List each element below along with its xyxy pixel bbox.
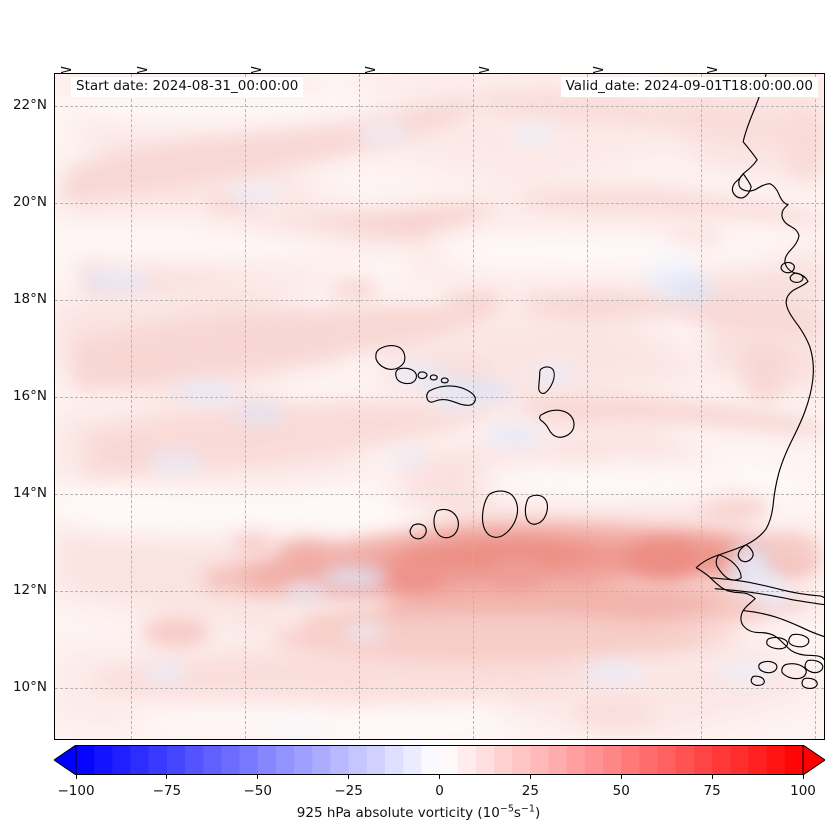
colorbar-tick-2: −50 <box>243 783 273 799</box>
colorbar-tick-3: −25 <box>334 783 363 799</box>
map-axes[interactable]: Start date: 2024-08-31_00:00:00 Valid_da… <box>54 73 825 740</box>
colorbar-bin-21 <box>457 745 477 775</box>
valid-date-label: Valid_date: 2024-09-01T18:00:00.00 <box>560 77 818 97</box>
start-date-label: Start date: 2024-08-31_00:00:00 <box>71 77 304 97</box>
colorbar-bin-30 <box>621 745 641 775</box>
colorbar-outline <box>75 745 804 775</box>
colorbar-bin-9 <box>239 745 259 775</box>
y-tick-label-2: 18°N <box>12 291 47 307</box>
colorbar-tick-1: −75 <box>152 783 182 799</box>
colorbar-tick-6: 50 <box>612 783 630 799</box>
colorbar-tick-8: 100 <box>790 783 816 799</box>
colorbar-bin-3 <box>130 745 150 775</box>
colorbar-extend-max <box>802 745 825 775</box>
colorbar-tick-7: 75 <box>703 783 721 799</box>
colorbar-tick-mark-4 <box>439 775 440 779</box>
colorbar-bin-5 <box>166 745 186 775</box>
y-tick-label-6: 10°N <box>12 679 47 695</box>
colorbar-tick-mark-5 <box>529 775 531 779</box>
colorbar-bin-6 <box>185 745 204 775</box>
colorbar[interactable] <box>54 745 825 775</box>
colorbar-bin-8 <box>221 745 241 775</box>
colorbar-bin-27 <box>566 745 586 775</box>
colorbar-bin-10 <box>257 745 277 775</box>
colorbar-bin-0 <box>76 745 95 775</box>
y-tick-label-0: 22°N <box>12 97 47 113</box>
y-tick-label-4: 14°N <box>12 485 47 501</box>
colorbar-bin-7 <box>203 745 222 775</box>
colorbar-tick-mark-2 <box>257 775 259 779</box>
colorbar-bin-39 <box>784 745 804 775</box>
colorbar-bin-2 <box>112 745 132 775</box>
colorbar-bin-20 <box>439 745 459 775</box>
colorbar-title: 925 hPa absolute vorticity (10−5s−1) <box>0 803 837 821</box>
colorbar-title-main: 925 hPa absolute vorticity (10 <box>296 805 500 821</box>
colorbar-bin-16 <box>366 745 386 775</box>
colorbar-bin-33 <box>675 745 695 775</box>
colorbar-tick-mark-3 <box>348 775 350 779</box>
colorbar-tick-5: 25 <box>521 783 539 799</box>
colorbar-bin-11 <box>275 745 295 775</box>
colorbar-title-close: ) <box>534 805 541 821</box>
colorbar-tick-mark-0 <box>75 775 77 779</box>
colorbar-bin-34 <box>693 745 713 775</box>
colorbar-bin-24 <box>512 745 531 775</box>
colorbar-bin-23 <box>494 745 513 775</box>
colorbar-tick-mark-1 <box>166 775 168 779</box>
colorbar-bin-18 <box>403 745 422 775</box>
colorbar-tick-0: −100 <box>57 783 95 799</box>
colorbar-extend-min <box>54 745 77 775</box>
colorbar-tick-mark-8 <box>802 775 804 779</box>
colorbar-tick-4: 0 <box>435 783 444 799</box>
colorbar-bin-14 <box>330 745 350 775</box>
colorbar-bin-37 <box>748 745 768 775</box>
colorbar-bin-12 <box>294 745 313 775</box>
y-tick-label-5: 12°N <box>12 582 47 598</box>
colorbar-bin-15 <box>348 745 368 775</box>
colorbar-bin-25 <box>530 745 550 775</box>
coastlines <box>55 74 824 739</box>
vorticity-field <box>55 74 824 739</box>
colorbar-title-exp2: −1 <box>520 803 535 815</box>
colorbar-bin-36 <box>730 745 750 775</box>
colorbar-bin-17 <box>384 745 404 775</box>
colorbar-bin-19 <box>421 745 441 775</box>
colorbar-title-exp1: −5 <box>499 803 514 815</box>
colorbar-bin-26 <box>548 745 568 775</box>
y-tick-label-1: 20°N <box>12 194 47 210</box>
colorbar-tick-mark-6 <box>620 775 622 779</box>
colorbar-title-unit: s <box>513 805 521 821</box>
colorbar-bin-32 <box>657 745 677 775</box>
y-tick-label-3: 16°N <box>12 388 47 404</box>
colorbar-bin-13 <box>312 745 332 775</box>
colorbar-bin-35 <box>712 745 731 775</box>
colorbar-tick-mark-7 <box>711 775 713 779</box>
colorbar-bin-31 <box>639 745 659 775</box>
colorbar-bin-1 <box>94 745 113 775</box>
colorbar-bin-28 <box>584 745 604 775</box>
colorbar-bin-29 <box>603 745 622 775</box>
colorbar-bin-38 <box>766 745 786 775</box>
colorbar-bin-4 <box>148 745 168 775</box>
colorbar-bin-22 <box>475 745 495 775</box>
